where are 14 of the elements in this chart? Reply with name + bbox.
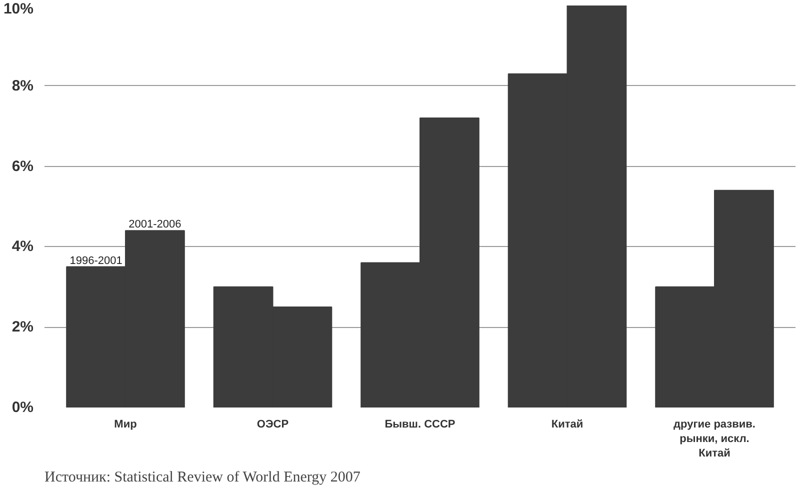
y-tick-label: 4%: [12, 238, 34, 256]
text: Источник: Statistical Review of World Energy 2007: [44, 470, 361, 486]
x-tick-label: ОЭСР: [256, 418, 289, 430]
y-tick-label: 10%: [3, 0, 34, 18]
series-label: 1996-2001: [70, 254, 122, 267]
series-label: 2001-2006: [128, 218, 182, 231]
x-tick-label: другие развив. рынки, искл. Китай: [674, 418, 756, 460]
x-tick-label: Мир: [114, 418, 138, 430]
y-tick-label: 2%: [12, 318, 34, 336]
y-tick-label: 8%: [12, 77, 34, 94]
y-tick-label: 6%: [12, 158, 34, 175]
y-tick-label: 0%: [12, 399, 34, 416]
x-tick-label: Китай: [551, 418, 584, 430]
x-tick-label: Бывш. СССР: [384, 418, 456, 430]
